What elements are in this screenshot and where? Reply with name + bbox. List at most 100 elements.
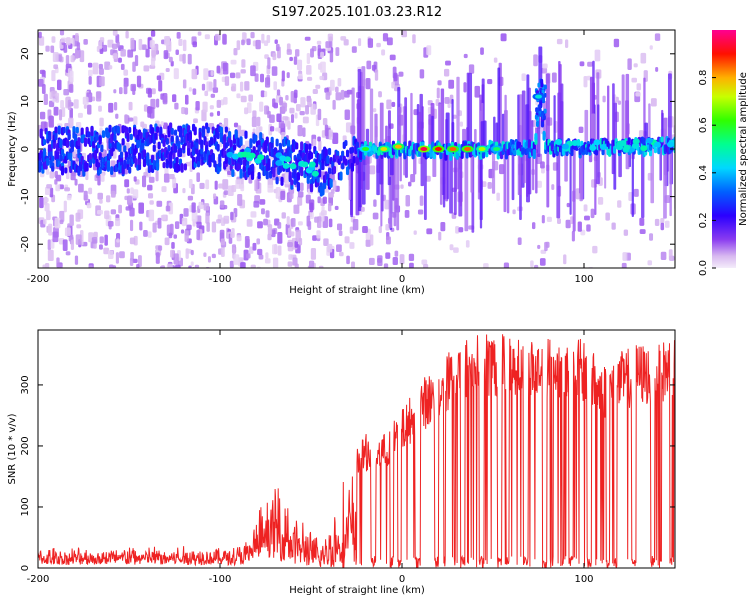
spectrogram-cell — [206, 126, 210, 134]
spectrogram-cell — [48, 100, 55, 108]
spectrogram-cell — [579, 146, 583, 202]
spectrogram-cell — [537, 244, 541, 250]
spectrogram-cell — [453, 149, 457, 216]
spectrogram-cell — [316, 230, 321, 239]
spectrogram-cell — [309, 202, 314, 213]
spectrogram-cell — [59, 219, 64, 225]
spectrogram-cell — [631, 145, 634, 218]
spectrogram-cell — [191, 209, 198, 222]
spectrogram-cell — [332, 165, 337, 174]
spectrogram-cell — [338, 251, 344, 257]
spectrogram-cell — [396, 149, 400, 231]
spectrogram-cell — [182, 79, 187, 89]
spectrogram-cell — [300, 141, 304, 151]
spectrogram-cell — [150, 30, 156, 37]
spectrogram-cell — [85, 170, 89, 181]
spectrogram-y-tick-label: 20 — [20, 47, 31, 60]
spectrogram-cell — [147, 231, 152, 238]
spectrogram-cell — [92, 62, 99, 75]
spectrogram-cell — [464, 149, 469, 232]
spectrogram-cell — [269, 126, 275, 132]
spectrogram-cell — [51, 69, 56, 82]
spectrogram-cell — [115, 34, 120, 44]
spectrogram-cell — [77, 137, 81, 147]
spectrogram-cell — [173, 253, 179, 265]
spectrogram-cell — [47, 134, 52, 142]
spectrogram-cell — [120, 63, 125, 71]
spectrogram-cell — [566, 202, 570, 208]
spectrogram-cell — [419, 195, 424, 206]
spectrogram-cell — [187, 148, 191, 157]
spectrogram-x-tick-label: 0 — [399, 274, 405, 285]
spectrogram-cell — [276, 113, 282, 123]
spectrogram-cell — [318, 140, 322, 151]
spectrogram-cell — [109, 264, 114, 268]
spectrogram-cell — [653, 147, 658, 154]
snr-series-line — [38, 334, 675, 568]
spectrogram-cell — [660, 217, 665, 224]
spectrogram-cell — [237, 125, 242, 135]
spectrogram-cell — [46, 157, 50, 166]
spectrogram-cell — [108, 102, 114, 113]
spectrogram-cell — [223, 190, 229, 196]
spectrogram-cell — [265, 252, 269, 259]
spectrogram-cell — [304, 143, 309, 154]
spectrogram-cell — [350, 146, 355, 154]
spectrogram-cell — [64, 227, 71, 237]
spectrogram-cell — [449, 151, 453, 161]
spectrogram-cell — [544, 241, 548, 252]
spectrogram-cell — [563, 254, 567, 265]
spectrogram-cell — [596, 146, 600, 185]
spectrogram-cell — [617, 200, 622, 208]
spectrogram-cell — [99, 117, 104, 127]
colorbar-tick-label: 0.8 — [698, 70, 709, 86]
spectrogram-cell — [159, 126, 163, 135]
spectrogram-cell — [640, 52, 647, 64]
spectrogram-cell — [100, 144, 104, 153]
spectrogram-cell — [246, 219, 253, 227]
snr-x-tick-label: 100 — [574, 574, 593, 585]
spectrogram-y-tick-label: -10 — [20, 188, 31, 204]
spectrogram-cell — [408, 181, 412, 187]
spectrogram-cell — [521, 147, 525, 155]
spectrogram-cell — [65, 55, 70, 65]
spectrogram-cell — [267, 233, 272, 241]
spectrogram-cell — [321, 206, 325, 211]
spectrogram-cell — [327, 33, 334, 42]
spectrogram-cell — [332, 132, 339, 145]
spectrogram-cell — [579, 61, 585, 67]
spectrogram-cell — [121, 138, 125, 146]
spectrogram-cell — [125, 30, 129, 39]
spectrogram-cell — [264, 54, 269, 59]
spectrogram-cell — [70, 55, 75, 63]
spectrogram-cell — [125, 142, 130, 151]
spectrogram-cell — [531, 120, 534, 147]
spectrogram-cell — [212, 87, 219, 93]
spectrogram-cell — [267, 224, 273, 235]
spectrogram-cell — [287, 242, 293, 248]
spectrogram-cell — [216, 110, 221, 116]
spectrogram-cell — [132, 85, 136, 96]
spectrogram-cell — [470, 149, 474, 193]
spectrogram-cell — [565, 219, 571, 229]
spectrogram-cell — [278, 165, 282, 173]
spectrogram-cell — [218, 153, 222, 164]
spectrogram-cell — [372, 108, 377, 113]
spectrogram-cell — [182, 187, 186, 194]
spectrogram-cell — [530, 260, 534, 268]
spectrogram-cell — [423, 263, 429, 268]
spectrogram-cell — [483, 263, 489, 268]
spectrogram-cell — [198, 131, 202, 139]
spectrogram-cell — [194, 264, 200, 268]
spectrogram-cell — [328, 218, 333, 228]
spectrogram-cell — [172, 177, 177, 189]
spectrogram-cell — [453, 247, 459, 253]
spectrogram-cell — [463, 53, 468, 59]
spectrogram-cell — [203, 203, 210, 211]
spectrogram-cell — [584, 215, 590, 221]
spectrogram-cell — [627, 137, 631, 145]
spectrogram-cell — [66, 37, 71, 46]
spectrogram-cell — [180, 163, 184, 173]
spectrogram-cell — [650, 144, 655, 204]
spectrogram-cell — [177, 140, 181, 151]
